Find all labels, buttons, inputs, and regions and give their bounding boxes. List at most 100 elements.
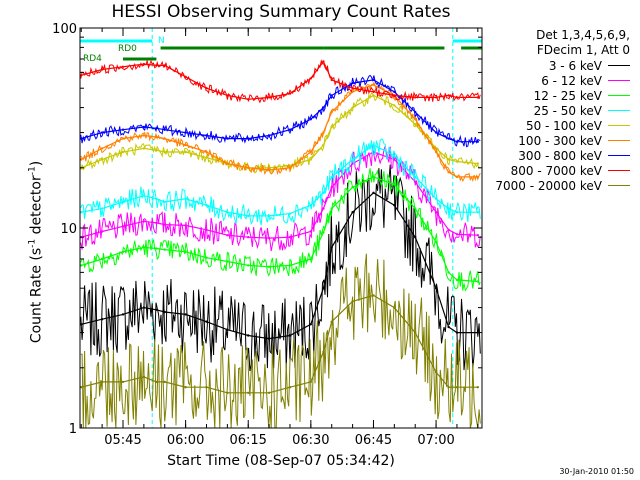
data-point <box>184 75 187 79</box>
legend: Det 1,3,4,5,6,9, FDecim 1, Att 0 3 - 6 k… <box>490 28 630 193</box>
data-point <box>100 380 104 384</box>
data-point <box>476 280 479 283</box>
legend-entry-label: 6 - 12 keV <box>541 73 602 88</box>
data-point <box>351 211 354 214</box>
data-point <box>142 134 146 137</box>
chart-title: HESSI Observing Summary Count Rates <box>111 2 451 22</box>
data-point <box>322 207 325 210</box>
data-point <box>322 106 325 109</box>
data-point <box>226 94 229 97</box>
data-point <box>205 386 208 389</box>
series-6-12-kev <box>80 144 481 252</box>
legend-entry: 6 - 12 keV <box>490 73 630 88</box>
data-point <box>434 371 438 374</box>
legend-swatch <box>608 65 630 66</box>
data-point <box>330 320 333 323</box>
data-point <box>205 150 208 154</box>
data-point <box>247 137 250 140</box>
data-point <box>142 194 146 197</box>
data-point <box>205 256 208 259</box>
data-point <box>447 228 450 231</box>
x-tick-label: 06:15 <box>229 433 266 448</box>
series-noise-trace <box>80 164 481 372</box>
legend-swatch <box>608 185 630 186</box>
data-point <box>163 128 166 131</box>
data-point <box>267 96 271 99</box>
axes-layer: 05:45 06:00 06:15 06:30 06:45 07:00 1 10 100 <box>52 22 483 448</box>
generation-timestamp: 30-Jan-2010 01:50 <box>559 467 634 476</box>
data-point <box>267 134 271 137</box>
y-axis-label: Count Rate (s-1 detector-1) <box>28 161 45 343</box>
y-axis-label-sup-1: -1 <box>27 238 38 248</box>
data-point <box>309 257 312 261</box>
data-point <box>100 207 104 210</box>
data-point <box>205 204 208 207</box>
data-point <box>455 386 459 389</box>
data-point <box>372 143 375 147</box>
data-point <box>414 331 417 334</box>
data-point <box>309 158 312 161</box>
flag-label-rd0: RD0 <box>118 44 137 54</box>
data-point <box>163 248 166 251</box>
data-point <box>447 137 450 140</box>
legend-entry-label: 50 - 100 keV <box>525 118 602 133</box>
data-point <box>247 236 250 239</box>
data-point <box>163 64 166 67</box>
data-point <box>330 186 333 189</box>
data-point <box>142 246 146 249</box>
legend-entry: 100 - 300 keV <box>490 133 630 148</box>
data-point <box>267 391 271 394</box>
legend-entry: 300 - 800 keV <box>490 148 630 163</box>
data-point <box>447 207 450 210</box>
series-noise-trace <box>80 59 481 104</box>
legend-entries: 3 - 6 keV 6 - 12 keV 12 - 25 keV 25 - 50 ke… <box>490 58 630 193</box>
data-point <box>226 162 229 165</box>
data-point <box>447 325 450 329</box>
data-point <box>100 318 104 321</box>
data-point <box>121 150 125 154</box>
data-point <box>414 207 417 210</box>
data-point <box>330 246 333 249</box>
data-point <box>80 137 83 140</box>
data-point <box>330 175 333 179</box>
data-point <box>100 230 104 233</box>
data-point <box>455 211 459 214</box>
data-point <box>100 158 104 161</box>
data-point <box>372 78 375 82</box>
data-point <box>226 328 229 331</box>
data-point <box>142 220 146 223</box>
data-point <box>393 306 396 309</box>
data-point <box>205 134 208 137</box>
data-point <box>267 168 271 172</box>
legend-swatch <box>608 95 630 96</box>
data-point <box>372 83 375 87</box>
data-point <box>476 175 479 179</box>
data-point <box>414 118 417 121</box>
data-point <box>163 150 166 154</box>
x-axis-label: Start Time (08-Sep-07 05:34:42) <box>167 453 395 469</box>
data-point <box>351 158 354 161</box>
data-point <box>434 131 438 134</box>
data-point <box>247 98 250 101</box>
data-point <box>267 236 271 240</box>
data-point <box>322 231 325 234</box>
data-point <box>184 150 187 154</box>
data-point <box>476 331 479 334</box>
legend-swatch <box>608 110 630 111</box>
data-point <box>476 140 479 143</box>
data-point <box>309 380 312 384</box>
data-point <box>247 334 250 337</box>
data-point <box>155 247 158 250</box>
y-axis-label-mid: detector <box>28 175 45 239</box>
data-point <box>288 212 292 215</box>
data-point <box>155 135 158 139</box>
data-point <box>121 128 125 131</box>
data-point <box>184 386 187 389</box>
data-point <box>155 64 158 67</box>
data-point <box>205 156 208 159</box>
data-point <box>455 331 459 334</box>
data-point <box>163 223 166 226</box>
data-point <box>476 234 479 237</box>
data-point <box>155 197 158 200</box>
data-point <box>80 323 83 326</box>
